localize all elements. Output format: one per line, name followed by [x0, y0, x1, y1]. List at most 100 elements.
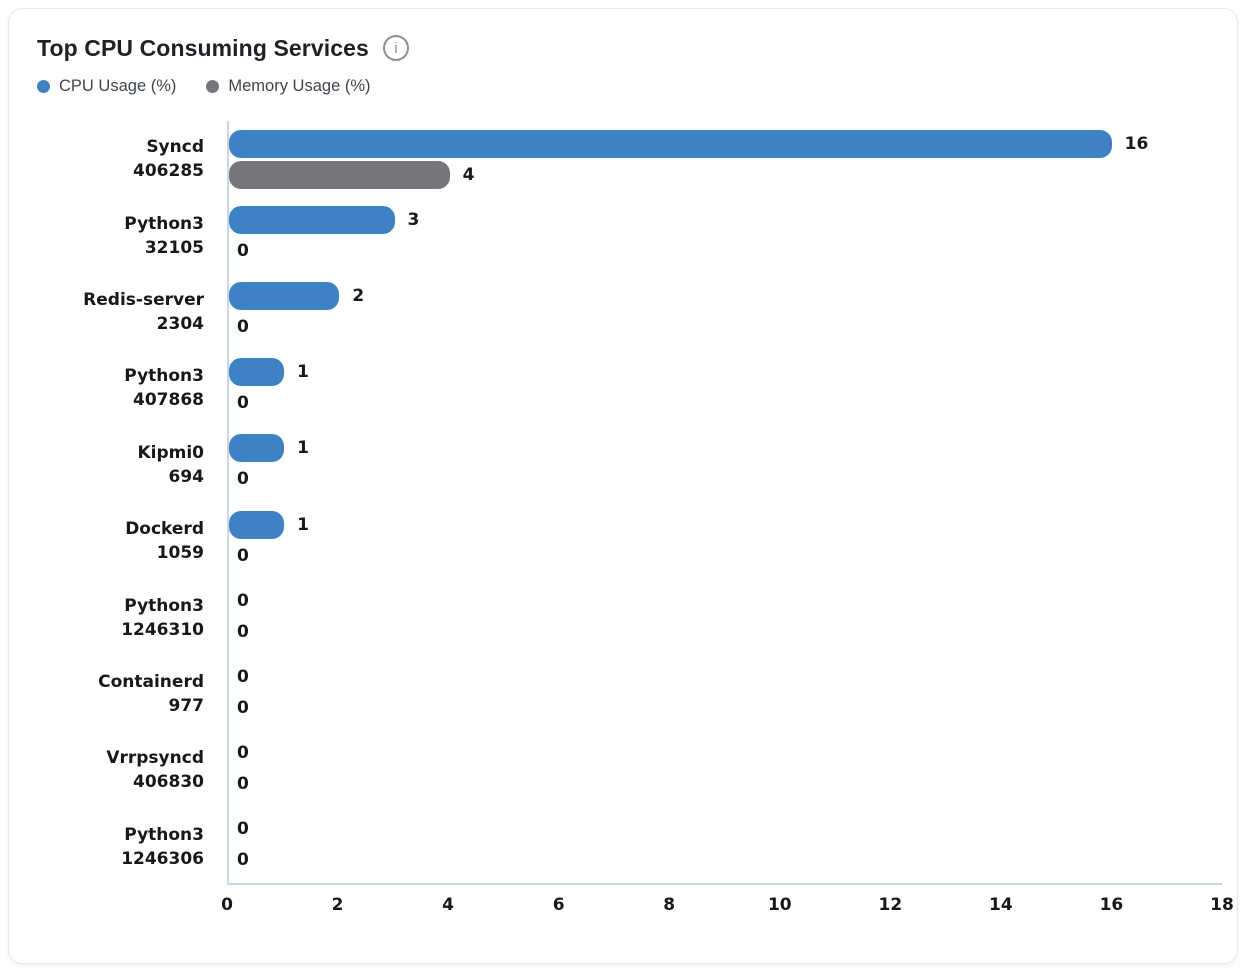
chart-legend: CPU Usage (%) Memory Usage (%) — [37, 75, 1209, 97]
category-service-name: Python3 — [124, 213, 204, 234]
chart-row: 16 4 — [229, 121, 1222, 197]
value-label: 0 — [237, 469, 249, 490]
bar-chart: Syncd 406285 Python3 32105 Redis-server 2304 P… — [37, 121, 1234, 919]
value-label: 0 — [237, 621, 249, 642]
value-label: 1 — [297, 438, 309, 459]
memory-bar-slot: 0 — [229, 846, 1222, 874]
category-service-id: 406830 — [133, 772, 204, 793]
cpu-bar-slot: 1 — [229, 434, 1222, 463]
legend-dot-icon — [206, 79, 220, 93]
cpu-bar-slot: 0 — [229, 587, 1222, 615]
value-label: 0 — [237, 743, 249, 764]
category-service-name: Redis-server — [83, 290, 204, 311]
x-tick-label: 4 — [442, 895, 455, 915]
category-label: Kipmi0 694 — [37, 427, 204, 503]
category-axis: Syncd 406285 Python3 32105 Redis-server 2304 P… — [37, 121, 204, 885]
legend-item-memory[interactable]: Memory Usage (%) — [206, 76, 371, 96]
x-tick-label: 0 — [221, 895, 233, 915]
x-tick-label: 14 — [989, 895, 1013, 915]
value-label: 1 — [297, 514, 309, 535]
cpu-bar-slot: 1 — [229, 510, 1222, 539]
category-service-id: 1059 — [156, 543, 204, 564]
memory-bar-slot: 0 — [229, 465, 1222, 493]
memory-bar-slot: 0 — [229, 770, 1222, 798]
cpu-usage-bar[interactable] — [229, 282, 340, 310]
cpu-bar-slot: 3 — [229, 205, 1222, 234]
cpu-usage-bar[interactable] — [229, 510, 285, 539]
info-icon[interactable]: i — [382, 35, 409, 61]
category-service-name: Dockerd — [125, 519, 204, 540]
cpu-bar-slot: 16 — [229, 129, 1222, 158]
category-service-id: 1246310 — [121, 619, 204, 640]
memory-bar-slot: 0 — [229, 313, 1222, 341]
plot-area: 16 4 3 0 2 0 1 0 1 0 1 0 0 0 0 0 0 0 0 0 — [227, 121, 1222, 885]
card-header: Top CPU Consuming Services i — [37, 33, 1209, 63]
x-tick-label: 10 — [767, 895, 792, 915]
value-label: 0 — [237, 240, 249, 261]
category-service-id: 406285 — [133, 161, 204, 182]
value-label: 4 — [462, 164, 475, 185]
category-service-name: Python3 — [124, 595, 204, 616]
value-label: 2 — [352, 286, 365, 306]
legend-label: Memory Usage (%) — [228, 76, 371, 95]
category-service-id: 694 — [168, 466, 205, 487]
x-tick-label: 18 — [1210, 895, 1234, 915]
value-label: 0 — [237, 393, 249, 414]
value-label: 0 — [237, 590, 249, 611]
page-title: Top CPU Consuming Services — [37, 35, 369, 61]
category-service-id: 1246306 — [121, 848, 204, 869]
x-tick-label: 8 — [663, 895, 676, 915]
x-tick-label: 12 — [878, 895, 903, 915]
cpu-usage-bar[interactable] — [229, 358, 285, 387]
memory-bar-slot: 0 — [229, 542, 1222, 570]
x-axis: 0 2 4 6 8 10 12 14 16 18 — [221, 895, 1234, 919]
chart-body: Syncd 406285 Python3 32105 Redis-server 2304 P… — [37, 121, 1222, 885]
value-label: 1 — [297, 362, 309, 383]
value-label: 3 — [407, 209, 420, 230]
value-label: 0 — [237, 545, 249, 566]
value-label: 16 — [1124, 133, 1149, 154]
legend-label: CPU Usage (%) — [59, 76, 177, 95]
category-service-id: 977 — [168, 696, 205, 717]
cpu-services-card: Top CPU Consuming Services i CPU Usage (… — [8, 8, 1238, 964]
memory-bar-slot: 0 — [229, 389, 1222, 417]
cpu-bar-slot: 2 — [229, 282, 1222, 310]
value-label: 0 — [237, 819, 249, 840]
legend-item-cpu[interactable]: CPU Usage (%) — [37, 77, 176, 96]
memory-usage-bar[interactable] — [229, 160, 450, 189]
category-label: Dockerd 1059 — [37, 503, 204, 579]
cpu-usage-bar[interactable] — [229, 129, 1112, 158]
category-label: Vrrpsyncd 406830 — [37, 732, 204, 808]
cpu-bar-slot: 1 — [229, 358, 1222, 387]
cpu-bar-slot: 0 — [229, 739, 1222, 767]
memory-bar-slot: 0 — [229, 694, 1222, 722]
legend-dot-icon — [37, 79, 50, 93]
category-service-name: Python3 — [124, 824, 204, 845]
category-service-id: 407868 — [133, 390, 204, 411]
x-tick-label: 16 — [1099, 895, 1124, 915]
category-service-name: Containerd — [98, 672, 204, 693]
category-label: Python3 32105 — [37, 197, 204, 273]
category-service-name: Python3 — [124, 366, 204, 387]
value-label: 0 — [237, 698, 249, 719]
cpu-usage-bar[interactable] — [229, 434, 285, 463]
value-label: 0 — [237, 850, 249, 871]
cpu-usage-bar[interactable] — [229, 205, 395, 234]
category-service-id: 2304 — [156, 314, 204, 335]
memory-bar-slot: 0 — [229, 618, 1222, 646]
category-label: Python3 407868 — [37, 350, 204, 426]
value-label: 0 — [237, 774, 249, 795]
memory-bar-slot: 0 — [229, 237, 1222, 265]
cpu-bar-slot: 0 — [229, 663, 1222, 691]
value-label: 0 — [237, 667, 249, 688]
category-service-name: Syncd — [146, 137, 204, 158]
category-label: Python3 1246310 — [37, 579, 204, 655]
category-service-id: 32105 — [144, 237, 204, 258]
category-label: Redis-server 2304 — [37, 274, 204, 350]
memory-bar-slot: 4 — [229, 160, 1222, 189]
value-label: 0 — [237, 317, 249, 337]
